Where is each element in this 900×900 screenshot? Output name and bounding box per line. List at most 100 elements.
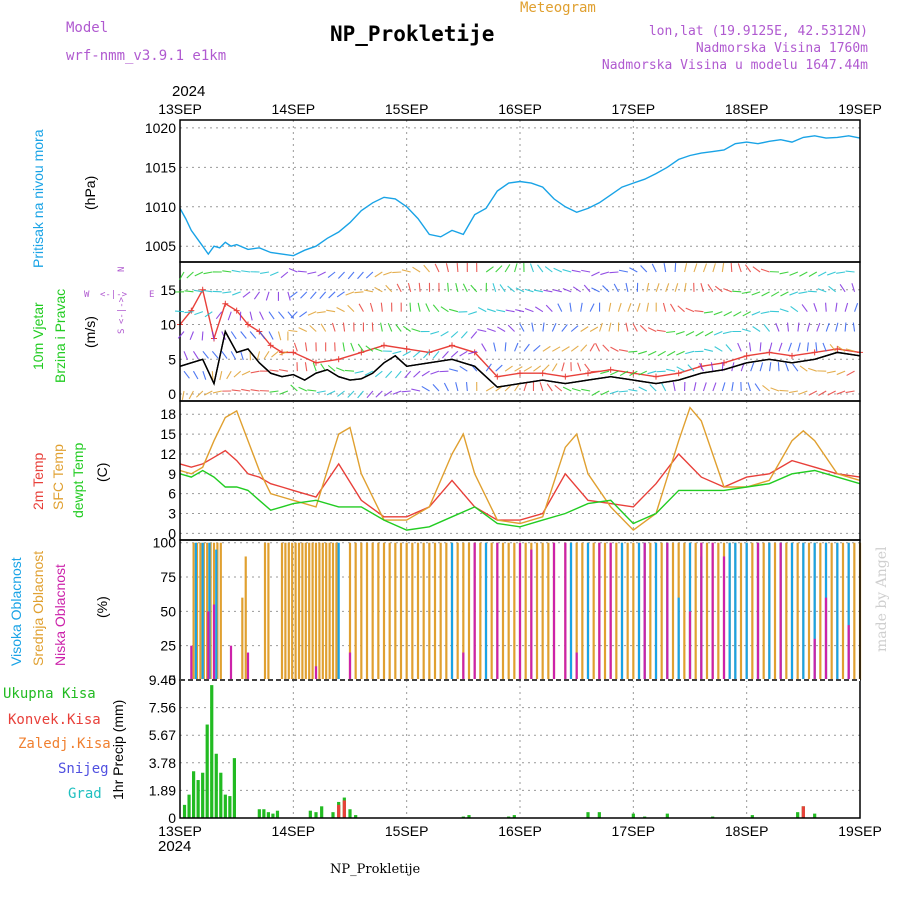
wind-barb — [699, 362, 704, 372]
compass-e-label: E — [149, 290, 155, 300]
wind-barb — [179, 271, 185, 281]
series-line-dewpt — [179, 469, 861, 531]
bar-low_cloud — [609, 542, 612, 680]
wind-barb — [523, 366, 533, 372]
x-tick-top: 13SEP — [158, 101, 202, 117]
bar-mid_cloud — [382, 542, 386, 680]
x-tick-top: 14SEP — [272, 101, 316, 117]
wind-barb — [661, 382, 667, 392]
wind-barb — [672, 382, 676, 392]
wind-barb — [468, 311, 477, 316]
wind-barb — [354, 291, 364, 294]
wind-barb — [799, 365, 808, 372]
wind-barb — [562, 287, 572, 293]
wind-barb — [299, 311, 308, 318]
precip-legend-conv: Konvek.Kisa — [8, 712, 101, 728]
wind-barb — [514, 263, 518, 273]
wind-barb — [571, 387, 581, 392]
wind-barb — [241, 370, 251, 376]
wind-barb — [608, 302, 612, 312]
gust-marker — [539, 370, 546, 377]
y-tick-label: 1020 — [145, 120, 176, 136]
wind-barb — [825, 302, 827, 312]
wind-barb — [712, 263, 716, 273]
wind-barb — [442, 350, 449, 359]
wind-barb — [233, 370, 242, 378]
gust-marker — [188, 307, 195, 314]
wind-barb — [232, 291, 241, 296]
bar-mid_cloud — [626, 542, 629, 680]
wind-barb — [813, 302, 818, 312]
wind-barb — [629, 370, 638, 377]
wind-barb — [693, 382, 697, 392]
wind-barb — [759, 342, 762, 352]
bar-mid_cloud — [819, 542, 822, 680]
wind-barb — [357, 271, 364, 280]
gust-marker — [403, 345, 410, 352]
wind-barb — [307, 311, 317, 316]
wind-barb — [202, 350, 209, 359]
wind-barb — [192, 351, 199, 360]
wind-barb — [470, 284, 478, 293]
wind-barb — [514, 383, 520, 392]
bar-high_cloud — [620, 542, 624, 680]
compass-w-label: W — [84, 290, 90, 300]
wind-barb — [230, 351, 237, 360]
gust-marker — [233, 307, 240, 314]
wind-barb — [211, 331, 215, 341]
wind-barb — [396, 283, 402, 293]
wind-barb — [288, 267, 298, 273]
wind-barb — [779, 271, 789, 275]
wind-barb — [700, 283, 704, 292]
wind-barb — [524, 288, 534, 293]
wind-barb — [721, 263, 725, 273]
wind-barb — [380, 302, 383, 312]
wind-barb — [646, 282, 650, 292]
wind-barb — [694, 310, 704, 313]
wind-barb — [702, 263, 708, 273]
wind-barb — [656, 370, 666, 373]
wind-barb — [385, 370, 393, 379]
wind-barb — [784, 362, 789, 372]
wind-barb — [203, 271, 213, 275]
wind-barb — [505, 309, 515, 313]
wind-barb — [383, 271, 392, 276]
bar-total_precip — [187, 794, 191, 818]
gust-marker — [494, 373, 501, 380]
bar-mid_cloud — [314, 542, 318, 680]
wind-barb — [366, 390, 374, 399]
bar-mid_cloud — [280, 542, 284, 680]
bar-total_precip — [750, 815, 754, 818]
wind-barb — [392, 271, 402, 274]
wind-barb — [619, 370, 629, 377]
wind-barb — [432, 350, 440, 359]
wind-barb — [347, 271, 355, 280]
wind-barb — [204, 390, 213, 396]
model-name: wrf-nmm_v3.9.1 e1km — [66, 48, 227, 64]
bar-mid_cloud — [592, 542, 595, 680]
wind-barb — [253, 291, 261, 300]
wind-barb — [792, 363, 799, 372]
wind-barb — [539, 382, 544, 392]
bar-total_precip — [228, 796, 232, 818]
wind-barb — [241, 388, 251, 392]
wind-barb — [289, 291, 298, 298]
bar-mid_cloud — [439, 542, 442, 680]
wind-barb — [320, 323, 327, 332]
wind-barb — [822, 342, 827, 352]
bar-low_cloud — [314, 666, 318, 680]
wind-barb — [201, 331, 204, 341]
bar-mid_cloud — [603, 542, 607, 680]
wind-barb — [413, 370, 421, 378]
bar-high_cloud — [734, 542, 737, 680]
bar-mid_cloud — [762, 542, 765, 680]
wind-barb — [404, 370, 412, 379]
bar-conv_precip — [342, 800, 346, 818]
wind-barb — [725, 344, 733, 352]
wind-barb — [194, 311, 204, 316]
wind-barb — [737, 263, 742, 273]
y-tick-label: 1.89 — [149, 782, 176, 798]
wind-barb — [562, 269, 572, 273]
bar-low_cloud — [688, 611, 692, 680]
wind-barb — [649, 384, 657, 392]
